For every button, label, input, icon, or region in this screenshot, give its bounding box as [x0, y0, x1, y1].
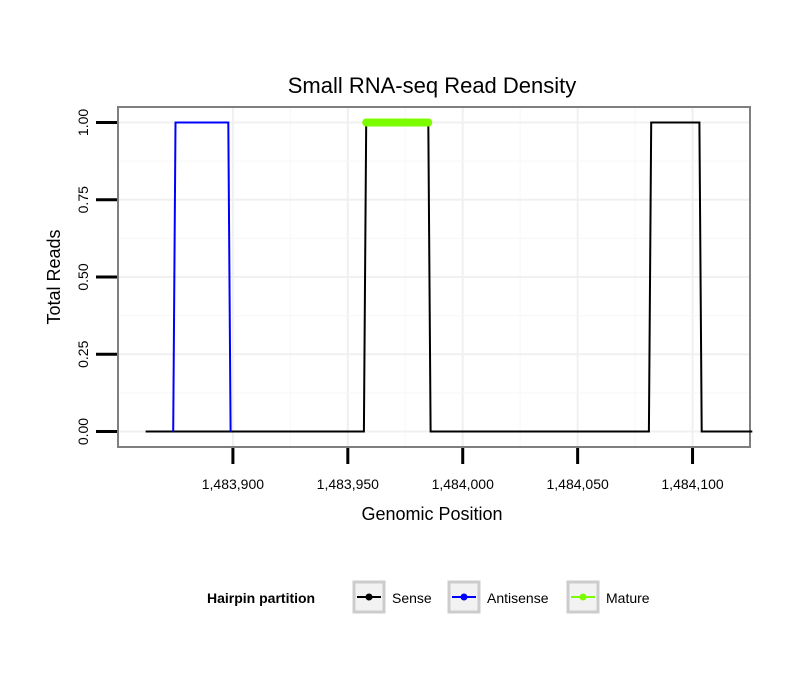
legend-label-sense: Sense: [392, 590, 432, 606]
legend-title: Hairpin partition: [207, 590, 315, 606]
legend-item-antisense: Antisense: [447, 580, 549, 614]
legend-item-sense: Sense: [352, 580, 432, 614]
x-tick-label: 1,483,950: [317, 476, 379, 492]
y-tick-label: 0.75: [75, 186, 91, 213]
legend-key-point-antisense: [460, 593, 468, 601]
y-axis-title: Total Reads: [44, 229, 64, 324]
y-tick-label: 1.00: [75, 109, 91, 136]
chart-title: Small RNA-seq Read Density: [288, 73, 577, 98]
y-tick-label: 0.25: [75, 340, 91, 367]
x-tick-label: 1,484,100: [661, 476, 723, 492]
series-line-sense: [145, 121, 753, 433]
x-tick-label: 1,483,900: [202, 476, 264, 492]
axes: 1,483,900 1,483,950 1,484,000 1,484,050 1,48…: [75, 109, 724, 492]
y-tick-label: 0.50: [75, 263, 91, 290]
legend-key-point-mature: [579, 593, 587, 601]
legend-key-point-sense: [365, 593, 373, 601]
x-tick-label: 1,484,050: [546, 476, 608, 492]
series-layer: [145, 118, 753, 433]
legend-label-mature: Mature: [606, 590, 650, 606]
y-tick-label: 0.00: [75, 418, 91, 445]
x-axis-title: Genomic Position: [361, 504, 502, 524]
legend-label-antisense: Antisense: [487, 590, 549, 606]
x-tick-label: 1,484,000: [432, 476, 494, 492]
legend-item-mature: Mature: [566, 580, 650, 614]
